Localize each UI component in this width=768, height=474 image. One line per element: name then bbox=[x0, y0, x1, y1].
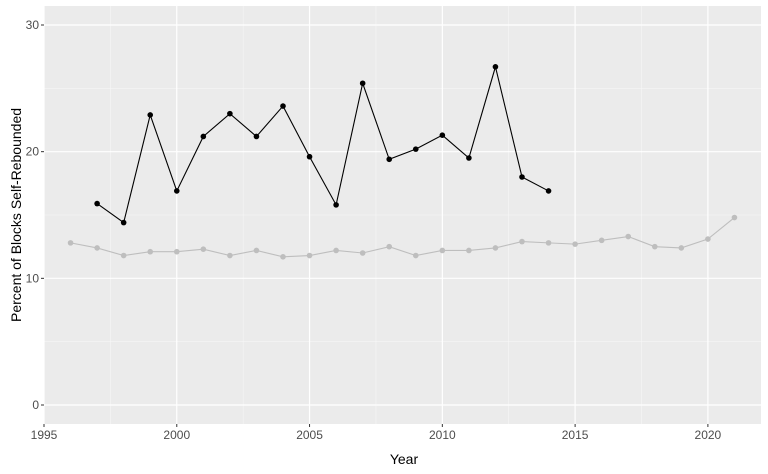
x-tick-label: 2000 bbox=[163, 428, 190, 442]
x-tick-label: 2005 bbox=[296, 428, 323, 442]
series-2-point bbox=[519, 174, 525, 180]
series-1-point bbox=[147, 248, 154, 255]
series-1-point bbox=[678, 245, 685, 251]
series-1-point bbox=[120, 252, 127, 259]
series-1-point bbox=[173, 248, 180, 255]
y-tick-label: 20 bbox=[26, 145, 40, 159]
series-1-point bbox=[67, 240, 74, 246]
series-1-point bbox=[466, 247, 472, 254]
series-2-point bbox=[545, 188, 552, 194]
series-2-point bbox=[200, 133, 207, 140]
y-tick-label: 30 bbox=[26, 18, 40, 32]
x-tick-label: 2010 bbox=[429, 428, 456, 442]
series-1-point bbox=[519, 238, 525, 245]
series-1-point bbox=[333, 247, 339, 254]
series-1-point bbox=[280, 253, 286, 260]
series-1-point bbox=[200, 246, 207, 252]
series-2-point bbox=[120, 219, 127, 226]
series-1-point bbox=[386, 243, 393, 250]
series-1-point bbox=[359, 250, 366, 256]
series-2-point bbox=[227, 110, 233, 117]
series-2-point bbox=[173, 188, 180, 194]
series-2-point bbox=[412, 146, 419, 152]
series-1-point bbox=[253, 247, 260, 254]
series-2-point bbox=[280, 103, 286, 109]
series-2-point bbox=[306, 153, 313, 160]
series-2-point bbox=[359, 80, 366, 87]
y-tick-label: 0 bbox=[32, 398, 39, 412]
series-2-line bbox=[96, 64, 549, 224]
series-1-point bbox=[227, 252, 233, 259]
series-1-point bbox=[651, 243, 658, 250]
y-tick-label: 10 bbox=[26, 271, 40, 285]
series-2-point bbox=[466, 155, 472, 161]
series-1-point bbox=[94, 245, 100, 251]
x-tick-label: 1995 bbox=[31, 428, 58, 442]
series-2-point bbox=[333, 202, 339, 208]
series-1-point bbox=[545, 240, 552, 246]
x-tick-label: 2015 bbox=[562, 428, 589, 442]
grid-major bbox=[43, 6, 761, 424]
series-2-point bbox=[492, 64, 499, 70]
series-2-point bbox=[386, 156, 393, 163]
series-1-point bbox=[625, 233, 632, 240]
series-1-line bbox=[70, 217, 735, 258]
series-1-point bbox=[492, 245, 499, 251]
series-1-point bbox=[412, 252, 419, 259]
series-1-point bbox=[439, 247, 446, 254]
series-1-point bbox=[572, 241, 578, 247]
axes-layer: 1995 2000 2005 2010 2015 2020 0 10 20 30 bbox=[26, 18, 722, 442]
series-2-point bbox=[439, 132, 446, 138]
y-axis-title: Percent of Blocks Self-Rebounded bbox=[8, 108, 24, 322]
x-axis-title: Year bbox=[390, 451, 419, 467]
series-1-point bbox=[731, 214, 738, 221]
series-1-point bbox=[598, 237, 605, 244]
x-tick-label: 2020 bbox=[695, 428, 722, 442]
series-2-point bbox=[94, 200, 100, 207]
series-1-point bbox=[306, 252, 313, 259]
series-layer bbox=[67, 64, 738, 260]
series-1-point bbox=[705, 236, 711, 242]
grid-minor bbox=[44, 6, 761, 424]
series-2-point bbox=[253, 133, 260, 140]
series-2-point bbox=[147, 112, 154, 118]
